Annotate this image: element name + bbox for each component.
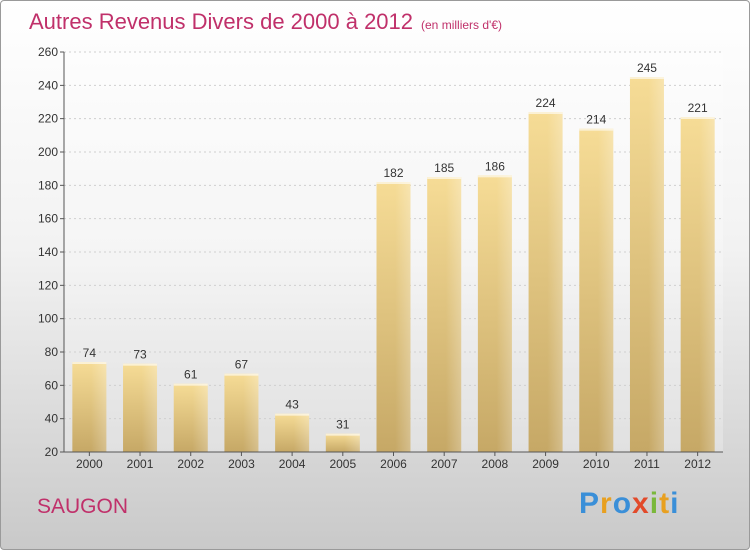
label-layer: 74 73 61 67 43 31 182 185 186 224 214 245 221 bbox=[83, 61, 708, 432]
chart-title: Autres Revenus Divers de 2000 à 2012 (en … bbox=[29, 9, 502, 35]
x-tick-label: 2000 bbox=[76, 457, 103, 471]
y-tick-label: 160 bbox=[38, 212, 58, 226]
bar-highlight bbox=[395, 182, 411, 452]
data-label: 73 bbox=[133, 348, 147, 362]
x-tick-label: 2001 bbox=[127, 457, 154, 471]
bar-cap bbox=[427, 177, 462, 179]
y-tick-label: 20 bbox=[45, 445, 59, 459]
data-label: 186 bbox=[485, 159, 505, 173]
chart-subtitle: (en milliers d'€) bbox=[421, 18, 502, 32]
bar-highlight bbox=[91, 362, 107, 452]
y-tick-label: 220 bbox=[38, 112, 58, 126]
brand-logo: Proxiti bbox=[579, 487, 679, 521]
brand-letter: i bbox=[649, 487, 660, 520]
bar-highlight bbox=[243, 373, 259, 452]
data-label: 182 bbox=[383, 166, 403, 180]
x-tick-label: 2010 bbox=[583, 457, 610, 471]
bar-cap bbox=[325, 433, 360, 436]
bar-highlight bbox=[192, 383, 208, 452]
brand-letter: P bbox=[579, 487, 601, 520]
bar-cap bbox=[629, 77, 664, 79]
bar-highlight bbox=[547, 112, 563, 452]
y-tick-label: 200 bbox=[38, 145, 58, 159]
bar-cap bbox=[275, 413, 310, 416]
y-tick-label: 240 bbox=[38, 78, 58, 92]
place-name: SAUGON bbox=[37, 495, 129, 518]
bar-highlight bbox=[699, 117, 715, 452]
bar-highlight bbox=[141, 363, 158, 452]
x-tick-label: 2004 bbox=[279, 457, 306, 471]
bar-cap bbox=[477, 175, 512, 178]
bar-cap bbox=[528, 112, 563, 114]
y-tick-label: 180 bbox=[38, 178, 58, 192]
x-tick-label: 2003 bbox=[228, 457, 255, 471]
bar-highlight bbox=[597, 128, 614, 452]
bar-cap bbox=[376, 182, 411, 184]
y-tick-label: 140 bbox=[38, 245, 58, 259]
x-tick-label: 2006 bbox=[380, 457, 407, 471]
y-tick-label: 100 bbox=[38, 312, 58, 326]
x-tick-label: 2002 bbox=[177, 457, 204, 471]
x-tick-label: 2009 bbox=[532, 457, 559, 471]
x-tick-label: 2005 bbox=[329, 457, 356, 471]
data-label: 185 bbox=[434, 161, 454, 175]
y-tick-label: 80 bbox=[45, 345, 59, 359]
data-label: 67 bbox=[235, 358, 249, 372]
y-tick-label: 120 bbox=[38, 278, 58, 292]
data-label: 214 bbox=[586, 113, 606, 127]
data-label: 245 bbox=[637, 61, 657, 75]
data-label: 43 bbox=[285, 398, 299, 412]
bar-highlight bbox=[344, 433, 360, 452]
brand-letter: x bbox=[632, 487, 650, 520]
bar-highlight bbox=[496, 175, 512, 453]
axis-layer: 20 40 60 80 100 120 140 160 180 200 220 240 260 2000 2… bbox=[38, 45, 723, 471]
brand-letter: i bbox=[670, 487, 680, 520]
x-tick-label: 2011 bbox=[634, 457, 660, 471]
bar-cap bbox=[224, 373, 259, 376]
x-tick-label: 2012 bbox=[684, 457, 711, 471]
chart-title-text: Autres Revenus Divers de 2000 à 2012 bbox=[29, 9, 414, 34]
data-label: 224 bbox=[536, 96, 556, 110]
bar-cap bbox=[579, 128, 614, 131]
bar-cap bbox=[72, 362, 107, 364]
bar-highlight bbox=[648, 77, 664, 452]
data-label: 221 bbox=[688, 101, 708, 115]
brand-letter: t bbox=[659, 487, 671, 520]
data-label: 74 bbox=[83, 346, 97, 360]
bar-highlight bbox=[445, 177, 462, 452]
brand-letter: o bbox=[612, 487, 633, 520]
x-tick-label: 2008 bbox=[482, 457, 509, 471]
brand-letter: r bbox=[600, 487, 613, 520]
y-tick-label: 60 bbox=[45, 378, 59, 392]
y-tick-label: 260 bbox=[38, 45, 58, 59]
x-tick-label: 2007 bbox=[431, 457, 458, 471]
bar-highlight bbox=[293, 413, 310, 452]
data-label: 31 bbox=[336, 418, 350, 432]
data-label: 61 bbox=[184, 368, 198, 382]
bar-cap bbox=[173, 383, 208, 386]
bar-layer bbox=[72, 77, 715, 453]
y-tick-label: 40 bbox=[45, 412, 59, 426]
bar-cap bbox=[123, 363, 158, 366]
bar-cap bbox=[680, 117, 715, 119]
